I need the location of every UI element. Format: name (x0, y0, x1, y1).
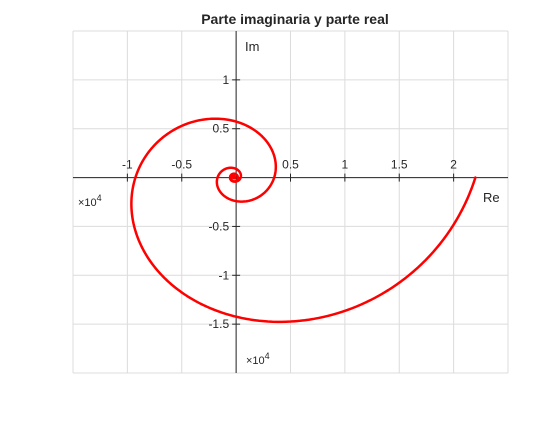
chart-title: Parte imaginaria y parte real (201, 11, 389, 27)
y-tick-label: -1.5 (208, 317, 229, 331)
x-tick-label: -0.5 (171, 158, 192, 172)
spiral-center (228, 172, 240, 183)
series (130, 117, 477, 324)
y-axis-label: Im (245, 39, 259, 54)
x-axis-label: Re (483, 190, 500, 205)
x-tick-label: 0.5 (282, 158, 299, 172)
x-tick-label: 2 (450, 158, 457, 172)
y-tick-label: -1 (218, 268, 229, 282)
y-tick-label: 0.5 (212, 122, 229, 136)
y-tick-label: -0.5 (208, 219, 229, 233)
y-tick-label: 1 (222, 73, 229, 87)
x-multiplier-base: ×10 (78, 197, 97, 209)
x-tick-label: 1.5 (391, 158, 408, 172)
x-tick-label: 1 (342, 158, 349, 172)
y-multiplier-base: ×10 (246, 355, 265, 367)
x-tick-label: -1 (122, 158, 133, 172)
x-multiplier-exponent: 4 (97, 193, 102, 203)
series-line (130, 117, 477, 324)
tick-labels: -1 -0.5 0.5 1 1.5 2 1 0.5 -0.5 -1 -1.5 (122, 73, 457, 331)
x-axis-multiplier: ×104 (78, 193, 102, 209)
y-multiplier-exponent: 4 (265, 351, 270, 361)
y-axis-multiplier: ×104 (246, 351, 270, 367)
